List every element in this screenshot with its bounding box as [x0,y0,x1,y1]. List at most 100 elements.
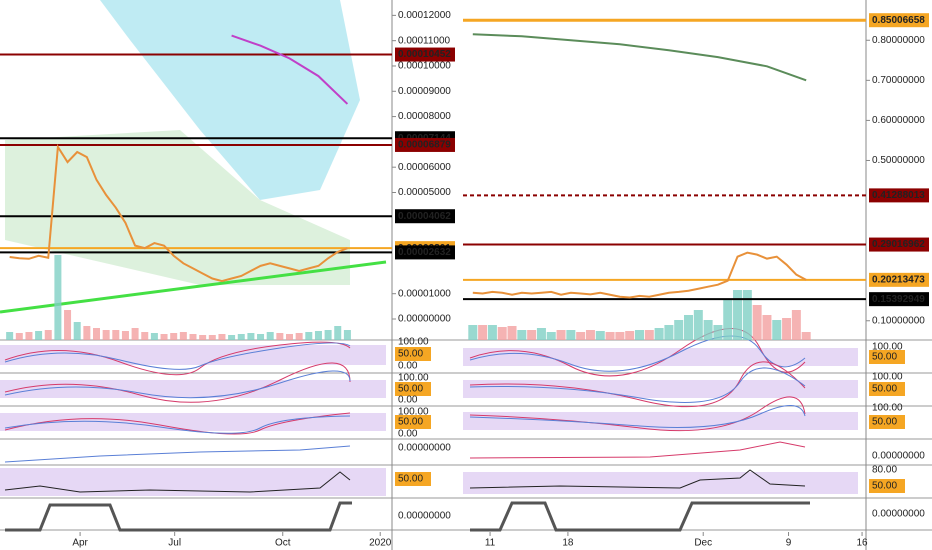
band [463,412,858,430]
indicator-tag [395,415,431,429]
trend-line [0,260,387,314]
curve [4,471,351,493]
volume-bar [257,334,265,340]
indicator-label: 100.00 [872,342,903,353]
price-tag-label: 0.29016962 [872,239,925,250]
x-tick-label: 2020 [369,538,392,549]
band [463,380,858,398]
x-tick-label: 11 [485,538,496,549]
y-tick-label: 0.80000000 [872,35,925,46]
indicator-tag [869,479,905,493]
volume-bar [546,332,556,340]
volume-bar [247,333,255,340]
indicator-label: 100.00 [398,337,429,348]
x-tick-label: Apr [72,538,88,549]
curve [469,396,806,432]
y-tick-label: 0.00012000 [398,10,451,21]
y-tick-label: 0.70000000 [872,75,925,86]
volume-bar [228,335,236,340]
curve [469,328,806,377]
volume-bar [566,330,576,340]
y-tick-label: 0.50000000 [872,155,925,166]
volume-bar [44,330,52,340]
x-tick-label: 18 [562,538,574,549]
volume-bar [160,334,168,340]
volume-bar [762,315,772,340]
volume-bar [199,335,207,340]
y-tick-label: 0.00005000 [398,187,451,198]
volume-bar [54,255,62,340]
curve [469,441,806,459]
curve [470,501,810,532]
price-tag [869,292,929,307]
volume-bar [131,328,139,340]
indicator-tag [395,382,431,396]
volume-bar [644,330,654,340]
x-tick-label: Dec [694,538,712,549]
volume-bar [237,334,245,340]
price-tag-label: 0.00002632 [398,247,451,258]
curve [469,335,806,372]
volume-bar [801,332,811,340]
volume-bar [752,305,762,340]
price-tag-label: 0.85006658 [872,15,925,26]
curve [4,445,351,463]
volume-bar [576,332,586,340]
price-tag [395,245,455,260]
price-tag-label: 0.41288013 [872,190,925,201]
indicator-label: 50.00 [398,384,423,395]
indicator-label: 0.00 [398,395,418,406]
price-line [472,33,807,82]
volume-bar [64,310,72,340]
y-tick-label: 0.00001000 [398,288,451,299]
price-tag [395,47,455,62]
volume-bar [625,331,635,340]
volume-bar [179,332,187,340]
indicator-label: 50.00 [872,481,897,492]
volume-bar [497,327,507,340]
volume-bar [527,330,537,340]
volume-bar [73,322,81,340]
volume-bar [674,320,684,340]
volume-bar [782,318,792,340]
indicator-label: 0.00000000 [398,443,451,454]
volume-bar [35,331,43,340]
y-tick-label: 0.10000000 [872,315,925,326]
volume-bar [276,333,284,340]
volume-bar [507,326,517,340]
price-tag [395,209,455,224]
curve [469,367,806,403]
volume-bar [693,310,703,340]
volume-bar [93,328,100,340]
price-tag [869,188,929,203]
volume-bar [295,333,303,340]
indicator-label: 50.00 [398,417,423,428]
volume-bar [83,326,91,340]
volume-bar [334,326,342,340]
curve [4,362,351,403]
curve [4,370,351,399]
volume-bar [305,332,313,340]
indicator-tag [869,350,905,364]
price-tag [869,13,929,28]
y-tick-label: 0.00006000 [398,162,451,173]
indicator-label: 0.00 [398,361,418,372]
volume-bar [713,325,723,340]
volume-bar [605,332,615,340]
indicator-curves [4,328,810,532]
x-tick-label: Jul [168,538,181,549]
volume-bar [478,325,488,340]
indicator-label: 50.00 [398,474,423,485]
volume-bar [585,330,595,340]
volume-bar [742,290,752,340]
volume-bar [703,320,713,340]
price-tag-label: 0.20213473 [872,274,925,285]
volume-bar [664,325,674,340]
indicator-label: 50.00 [872,384,897,395]
indicator-label: 50.00 [872,352,897,363]
indicator-label: 0.00000000 [872,509,925,520]
volume-bar [791,310,801,340]
